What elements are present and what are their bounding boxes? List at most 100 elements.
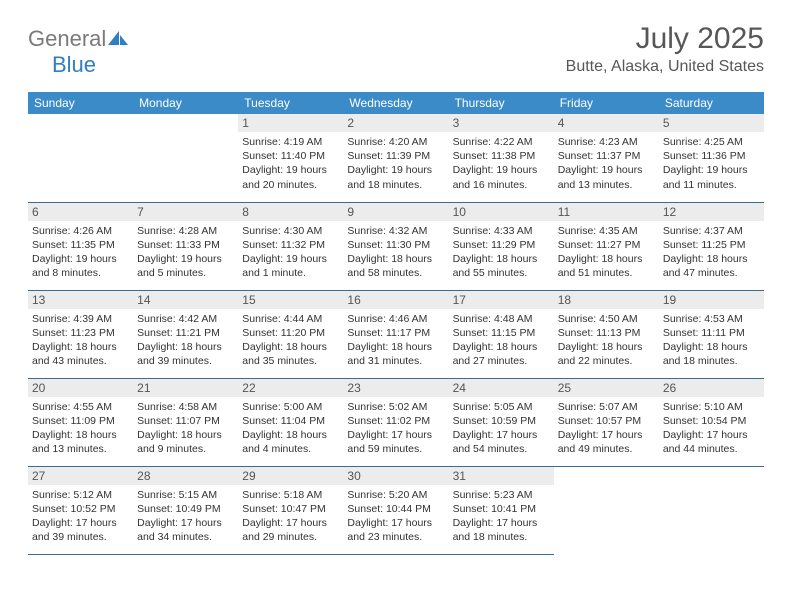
- day-details: Sunrise: 4:58 AMSunset: 11:07 PMDaylight…: [137, 400, 234, 457]
- sunset-text: Sunset: 11:15 PM: [453, 326, 550, 340]
- day-details: Sunrise: 5:15 AMSunset: 10:49 PMDaylight…: [137, 488, 234, 545]
- calendar-cell: 23Sunrise: 5:02 AMSunset: 11:02 PMDaylig…: [343, 378, 448, 466]
- sunset-text: Sunset: 10:44 PM: [347, 502, 444, 516]
- day-details: Sunrise: 4:37 AMSunset: 11:25 PMDaylight…: [663, 224, 760, 281]
- calendar-cell: 22Sunrise: 5:00 AMSunset: 11:04 PMDaylig…: [238, 378, 343, 466]
- sunset-text: Sunset: 11:13 PM: [558, 326, 655, 340]
- daylight-text-1: Daylight: 18 hours: [137, 340, 234, 354]
- sunset-text: Sunset: 11:21 PM: [137, 326, 234, 340]
- calendar-cell: 28Sunrise: 5:15 AMSunset: 10:49 PMDaylig…: [133, 466, 238, 554]
- calendar-cell: 6Sunrise: 4:26 AMSunset: 11:35 PMDayligh…: [28, 202, 133, 290]
- daylight-text-2: and 18 minutes.: [453, 530, 550, 544]
- day-number: 16: [343, 291, 448, 309]
- calendar-cell: 29 Sunrise: 5:18 AMSunset: 10:47 PMDaylig…: [238, 466, 343, 554]
- logo-text-general: General: [28, 26, 106, 51]
- daylight-text-2: and 11 minutes.: [663, 178, 760, 192]
- sunrise-text: Sunrise: 4:55 AM: [32, 400, 129, 414]
- day-details: Sunrise: 4:42 AMSunset: 11:21 PMDaylight…: [137, 312, 234, 369]
- calendar-cell: 9Sunrise: 4:32 AMSunset: 11:30 PMDayligh…: [343, 202, 448, 290]
- sunrise-text: Sunrise: 4:50 AM: [558, 312, 655, 326]
- calendar-cell: 5 Sunrise: 4:25 AMSunset: 11:36 PMDayligh…: [659, 114, 764, 202]
- daylight-text-1: Daylight: 17 hours: [347, 516, 444, 530]
- calendar-cell: 20Sunrise: 4:55 AMSunset: 11:09 PMDaylig…: [28, 378, 133, 466]
- day-number: 27: [28, 467, 133, 485]
- calendar-page: General Blue July 2025 Butte, Alaska, Un…: [0, 0, 792, 565]
- sunrise-text: Sunrise: 4:32 AM: [347, 224, 444, 238]
- sunset-text: Sunset: 11:27 PM: [558, 238, 655, 252]
- day-details: Sunrise: 4:23 AMSunset: 11:37 PMDaylight…: [558, 135, 655, 192]
- day-number: 17: [449, 291, 554, 309]
- day-number: 12: [659, 203, 764, 221]
- calendar-cell: [659, 466, 764, 554]
- calendar-cell: 16Sunrise: 4:46 AMSunset: 11:17 PMDaylig…: [343, 290, 448, 378]
- day-details: Sunrise: 4:22 AMSunset: 11:38 PMDaylight…: [453, 135, 550, 192]
- day-details: Sunrise: 5:18 AMSunset: 10:47 PMDaylight…: [242, 488, 339, 545]
- sunrise-text: Sunrise: 5:18 AM: [242, 488, 339, 502]
- logo-text-block: General Blue: [28, 26, 129, 78]
- day-number: 5: [659, 114, 764, 132]
- day-number: 14: [133, 291, 238, 309]
- day-number: 19: [659, 291, 764, 309]
- calendar-week-row: 6Sunrise: 4:26 AMSunset: 11:35 PMDayligh…: [28, 202, 764, 290]
- daylight-text-1: Daylight: 19 hours: [242, 252, 339, 266]
- sunset-text: Sunset: 11:35 PM: [32, 238, 129, 252]
- sunrise-text: Sunrise: 4:22 AM: [453, 135, 550, 149]
- daylight-text-1: Daylight: 18 hours: [347, 252, 444, 266]
- daylight-text-2: and 31 minutes.: [347, 354, 444, 368]
- day-details: Sunrise: 4:30 AMSunset: 11:32 PMDaylight…: [242, 224, 339, 281]
- day-details: Sunrise: 4:28 AMSunset: 11:33 PMDaylight…: [137, 224, 234, 281]
- calendar-cell: 12 Sunrise: 4:37 AMSunset: 11:25 PMDaylig…: [659, 202, 764, 290]
- day-details: Sunrise: 4:50 AMSunset: 11:13 PMDaylight…: [558, 312, 655, 369]
- col-tuesday: Tuesday: [238, 92, 343, 114]
- daylight-text-1: Daylight: 17 hours: [32, 516, 129, 530]
- daylight-text-2: and 54 minutes.: [453, 442, 550, 456]
- calendar-cell: 13Sunrise: 4:39 AMSunset: 11:23 PMDaylig…: [28, 290, 133, 378]
- daylight-text-2: and 13 minutes.: [558, 178, 655, 192]
- daylight-text-2: and 5 minutes.: [137, 266, 234, 280]
- sunrise-text: Sunrise: 4:26 AM: [32, 224, 129, 238]
- calendar-cell: 3Sunrise: 4:22 AMSunset: 11:38 PMDayligh…: [449, 114, 554, 202]
- calendar-week-row: 27Sunrise: 5:12 AMSunset: 10:52 PMDaylig…: [28, 466, 764, 554]
- logo: General Blue: [28, 22, 129, 78]
- day-number: 7: [133, 203, 238, 221]
- calendar-cell: [28, 114, 133, 202]
- day-details: Sunrise: 5:20 AMSunset: 10:44 PMDaylight…: [347, 488, 444, 545]
- col-friday: Friday: [554, 92, 659, 114]
- daylight-text-1: Daylight: 17 hours: [663, 428, 760, 442]
- sunset-text: Sunset: 11:33 PM: [137, 238, 234, 252]
- calendar-table: Sunday Monday Tuesday Wednesday Thursday…: [28, 92, 764, 555]
- sunrise-text: Sunrise: 5:00 AM: [242, 400, 339, 414]
- day-details: Sunrise: 4:26 AMSunset: 11:35 PMDaylight…: [32, 224, 129, 281]
- daylight-text-1: Daylight: 18 hours: [663, 340, 760, 354]
- calendar-cell: 14 Sunrise: 4:42 AMSunset: 11:21 PMDaylig…: [133, 290, 238, 378]
- day-details: Sunrise: 4:25 AMSunset: 11:36 PMDaylight…: [663, 135, 760, 192]
- day-details: Sunrise: 5:07 AMSunset: 10:57 PMDaylight…: [558, 400, 655, 457]
- day-number: 29: [238, 467, 343, 485]
- sunset-text: Sunset: 10:49 PM: [137, 502, 234, 516]
- sunrise-text: Sunrise: 4:48 AM: [453, 312, 550, 326]
- sunset-text: Sunset: 11:11 PM: [663, 326, 760, 340]
- sunrise-text: Sunrise: 4:58 AM: [137, 400, 234, 414]
- day-number: 21: [133, 379, 238, 397]
- daylight-text-2: and 59 minutes.: [347, 442, 444, 456]
- day-details: Sunrise: 4:48 AMSunset: 11:15 PMDaylight…: [453, 312, 550, 369]
- day-number: 8: [238, 203, 343, 221]
- day-number: 15: [238, 291, 343, 309]
- sunrise-text: Sunrise: 4:35 AM: [558, 224, 655, 238]
- day-number: 23: [343, 379, 448, 397]
- day-number: 11: [554, 203, 659, 221]
- sunset-text: Sunset: 10:59 PM: [453, 414, 550, 428]
- daylight-text-2: and 55 minutes.: [453, 266, 550, 280]
- daylight-text-1: Daylight: 17 hours: [347, 428, 444, 442]
- sunrise-text: Sunrise: 5:02 AM: [347, 400, 444, 414]
- daylight-text-2: and 29 minutes.: [242, 530, 339, 544]
- daylight-text-2: and 27 minutes.: [453, 354, 550, 368]
- sunset-text: Sunset: 11:32 PM: [242, 238, 339, 252]
- daylight-text-1: Daylight: 17 hours: [453, 428, 550, 442]
- logo-text-blue: Blue: [52, 52, 96, 77]
- sunrise-text: Sunrise: 4:37 AM: [663, 224, 760, 238]
- sunset-text: Sunset: 11:04 PM: [242, 414, 339, 428]
- daylight-text-1: Daylight: 19 hours: [32, 252, 129, 266]
- day-details: Sunrise: 5:10 AMSunset: 10:54 PMDaylight…: [663, 400, 760, 457]
- day-details: Sunrise: 4:32 AMSunset: 11:30 PMDaylight…: [347, 224, 444, 281]
